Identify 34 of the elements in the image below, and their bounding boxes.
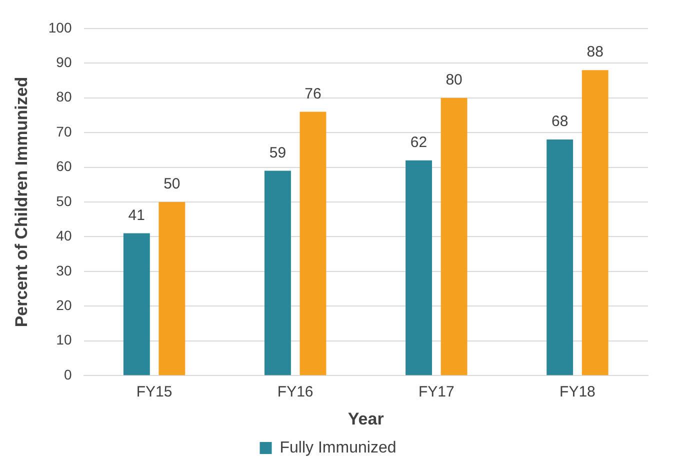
bar bbox=[582, 70, 608, 376]
x-axis-title: Year bbox=[348, 409, 384, 428]
data-label: 41 bbox=[128, 206, 145, 224]
data-label: 76 bbox=[304, 85, 322, 102]
y-tick-label: 100 bbox=[48, 19, 72, 36]
data-label: 59 bbox=[269, 144, 286, 162]
data-label: 62 bbox=[410, 134, 428, 151]
x-tick-label: FY16 bbox=[277, 384, 314, 401]
y-tick-label: 80 bbox=[56, 88, 72, 105]
x-tick-label: FY15 bbox=[136, 384, 172, 401]
bar bbox=[123, 233, 150, 376]
bar bbox=[546, 140, 574, 376]
y-tick-label: 0 bbox=[64, 366, 72, 382]
bar bbox=[300, 112, 326, 376]
y-tick-label: 60 bbox=[56, 158, 72, 174]
x-tick-label: FY17 bbox=[418, 384, 454, 401]
data-label: 68 bbox=[551, 113, 568, 130]
bar bbox=[406, 160, 432, 376]
data-label: 50 bbox=[164, 176, 180, 193]
legend-label: Fully Immunized bbox=[280, 439, 396, 456]
bar bbox=[264, 170, 291, 376]
data-label: 80 bbox=[446, 71, 462, 88]
bar bbox=[440, 98, 468, 376]
y-tick-label: 90 bbox=[56, 54, 72, 70]
y-tick-label: 10 bbox=[56, 332, 72, 348]
x-tick-label: FY18 bbox=[560, 384, 596, 401]
data-label: 88 bbox=[586, 44, 604, 61]
y-tick-label: 40 bbox=[56, 228, 72, 244]
y-tick-label: 20 bbox=[56, 297, 72, 314]
y-tick-label: 70 bbox=[56, 123, 72, 140]
y-axis-title: Percent of Children Immunized bbox=[12, 76, 31, 328]
y-tick-label: 30 bbox=[56, 262, 72, 278]
bar bbox=[158, 202, 186, 376]
y-tick-label: 50 bbox=[56, 192, 72, 209]
